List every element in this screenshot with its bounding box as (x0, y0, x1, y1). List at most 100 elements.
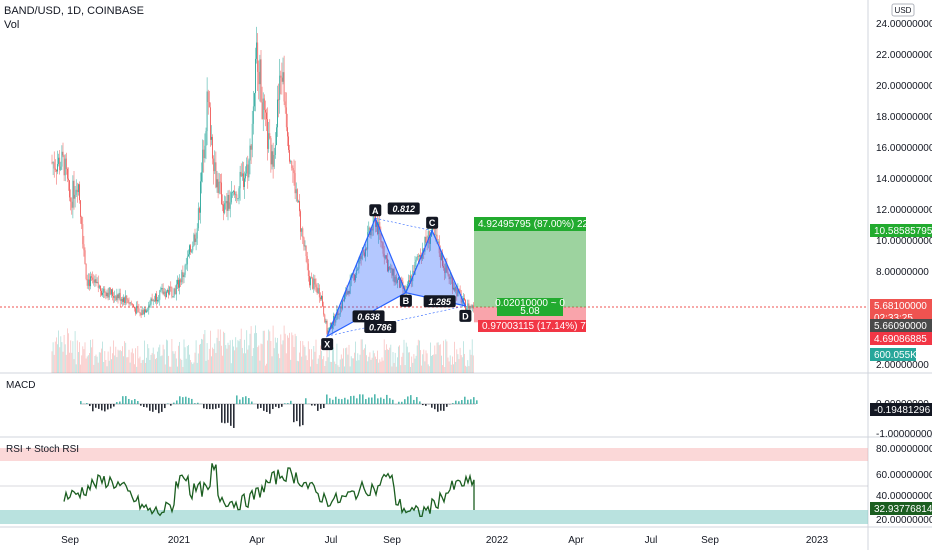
macd-bar (239, 399, 241, 404)
volume-bar (335, 363, 337, 373)
candle-body (96, 281, 98, 284)
macd-bar (92, 404, 94, 412)
rsi-title[interactable]: RSI + Stoch RSI (6, 444, 80, 455)
volume-bar (455, 361, 457, 373)
pattern-ratio-label: 0.812 (392, 204, 415, 214)
candle-body (444, 267, 446, 273)
macd-histogram (80, 394, 478, 428)
candle-body (360, 255, 362, 259)
candle-body (312, 278, 314, 289)
volume-bar (163, 349, 165, 373)
macd-bar (260, 404, 262, 409)
macd-bar (224, 404, 226, 424)
candle-body (390, 267, 392, 270)
candle-body (305, 245, 307, 257)
candle-body (214, 162, 216, 172)
macd-bar (305, 398, 307, 404)
volume-bar (98, 352, 100, 373)
candle-body (194, 234, 196, 242)
candle-body (102, 292, 103, 295)
volume-bar (215, 352, 217, 373)
candle-body (64, 158, 66, 176)
volume-bar (172, 351, 174, 373)
macd-bar (278, 404, 280, 409)
price-tags: 10.58585795 5.68100000 02:33:25 5.660900… (870, 224, 932, 361)
candle-body (401, 279, 403, 282)
volume-bar (368, 356, 370, 373)
volume-bar (189, 354, 190, 373)
volume-bar (166, 339, 167, 373)
candle-body (244, 178, 245, 187)
volume-bar (328, 342, 330, 373)
macd-title[interactable]: MACD (6, 380, 36, 391)
macd-bar (446, 404, 448, 407)
entry-price-tag (870, 319, 932, 332)
volume-bar (289, 332, 290, 373)
macd-bar (179, 396, 181, 404)
pattern-point-label: C (429, 218, 436, 228)
candle-body (400, 279, 402, 288)
target-zone[interactable] (474, 230, 586, 308)
candle-body (283, 72, 285, 102)
candle-body (328, 327, 330, 331)
candle-body (241, 173, 243, 177)
candle-body (182, 272, 184, 277)
candle-body (146, 310, 147, 313)
volume-bar (321, 350, 322, 373)
vol-label[interactable]: Vol (4, 19, 20, 31)
volume-bar (109, 346, 111, 373)
volume-bar (318, 355, 320, 373)
candle-body (303, 237, 305, 247)
volume-bar (76, 340, 78, 373)
volume-bar (434, 345, 436, 373)
volume-bar (222, 355, 223, 373)
macd-bar (335, 396, 337, 404)
macd-bar (317, 404, 319, 411)
candle-body (361, 250, 363, 259)
candle-body (324, 314, 326, 323)
candle-body (120, 299, 122, 302)
candle-body (310, 277, 311, 286)
volume-bar (345, 348, 347, 373)
volume-bar (241, 347, 243, 373)
candle-body (467, 303, 469, 309)
candle-body (339, 306, 341, 315)
volume-bar (415, 355, 417, 373)
candle-body (160, 288, 162, 291)
candle-body (285, 107, 287, 128)
target-price-tag (870, 224, 932, 237)
candle-body (249, 145, 251, 161)
candle-body (464, 298, 465, 301)
candle-body (421, 257, 422, 259)
candle-body (239, 171, 241, 189)
volume-bar (431, 355, 432, 373)
time-axis[interactable]: Sep 2021 Apr Jul Sep 2022 Apr Jul Sep 2023 (61, 535, 828, 546)
entry-price: 5.66090000 (874, 321, 927, 332)
candle-body (106, 292, 108, 297)
volume-bar (281, 344, 283, 373)
macd-bar (170, 404, 172, 406)
candle-body (281, 77, 283, 82)
currency-button[interactable] (891, 3, 915, 17)
volume-bar (178, 345, 179, 373)
candle-body (364, 252, 365, 257)
candle-body (318, 288, 320, 298)
volume-bar (387, 349, 388, 373)
volume-bar (85, 358, 87, 373)
volume-bar (115, 346, 117, 373)
long-position-tool[interactable]: 4.92495795 (87.00%) 2269.28 0.02010000 ~… (474, 217, 614, 332)
symbol-line[interactable]: BAND/USD, 1D, COINBASE (4, 5, 144, 17)
volume-bar (238, 341, 240, 373)
candle-body (92, 277, 94, 280)
macd-bar (476, 400, 478, 404)
volume-bar (338, 366, 340, 373)
volume-bar (362, 349, 364, 373)
volume-bar (249, 333, 251, 373)
candle-body (458, 288, 460, 290)
volume-bar (174, 351, 176, 373)
volume-bar (467, 360, 469, 373)
volume-bar (216, 337, 218, 373)
pattern-point-label: A (372, 206, 379, 216)
volume-bar (282, 340, 284, 373)
candle-body (410, 275, 411, 283)
